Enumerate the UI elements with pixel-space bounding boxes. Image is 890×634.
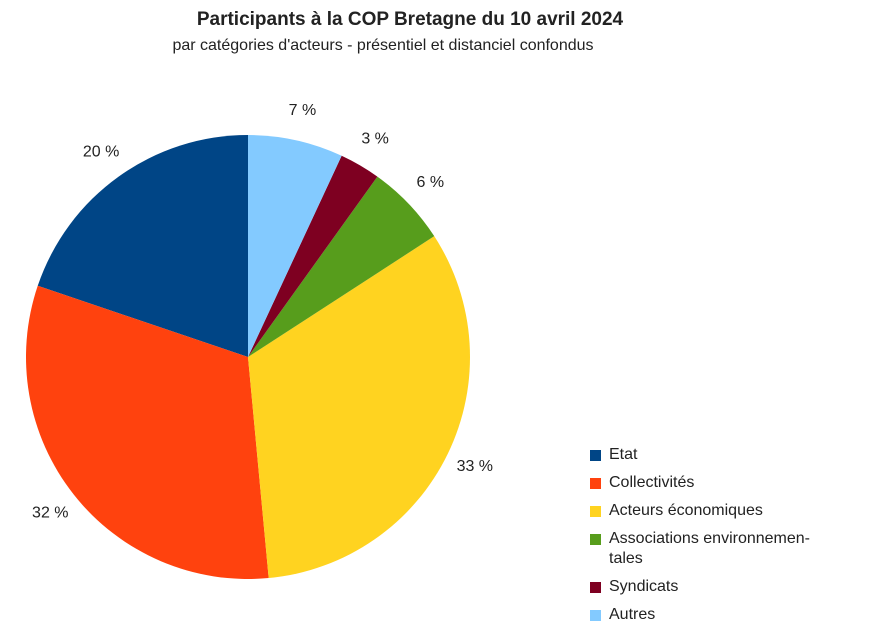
legend-swatch — [590, 478, 601, 489]
data-label: 7 % — [289, 102, 317, 119]
legend-swatch — [590, 506, 601, 517]
legend-swatch — [590, 450, 601, 461]
pie-slice — [248, 155, 378, 357]
data-label: 20 % — [83, 143, 119, 160]
legend-item: Syndicats — [590, 577, 810, 597]
legend-label: Etat — [609, 446, 638, 463]
pie-slice — [248, 176, 435, 357]
legend-item: Associations environnemen- tales — [590, 529, 810, 569]
legend-item: Autres — [590, 605, 810, 625]
data-label: 33 % — [457, 458, 493, 475]
legend-swatch — [590, 610, 601, 621]
legend-label: Syndicats — [609, 578, 679, 595]
pie-slice — [248, 135, 342, 357]
legend-swatch — [590, 534, 601, 545]
data-label: 32 % — [32, 504, 68, 521]
legend: Etat Collectivités Acteurs économiques Asso… — [590, 445, 810, 633]
legend-label: Autres — [609, 606, 656, 623]
chart-subtitle: par catégories d'acteurs - présentiel et… — [172, 37, 593, 54]
legend-swatch — [590, 582, 601, 593]
legend-item: Etat — [590, 445, 810, 465]
legend-label: Acteurs économiques — [609, 502, 763, 519]
data-label: 6 % — [417, 174, 445, 191]
legend-label: Associations environnemen- tales — [609, 530, 810, 567]
data-label: 3 % — [361, 131, 389, 148]
legend-item: Acteurs économiques — [590, 501, 810, 521]
pie-slice — [248, 236, 471, 579]
chart-title: Participants à la COP Bretagne du 10 avr… — [197, 9, 624, 30]
legend-item: Collectivités — [590, 473, 810, 493]
legend-label: Collectivités — [609, 474, 695, 491]
pie-slice — [25, 285, 269, 580]
pie-slice — [37, 135, 248, 357]
